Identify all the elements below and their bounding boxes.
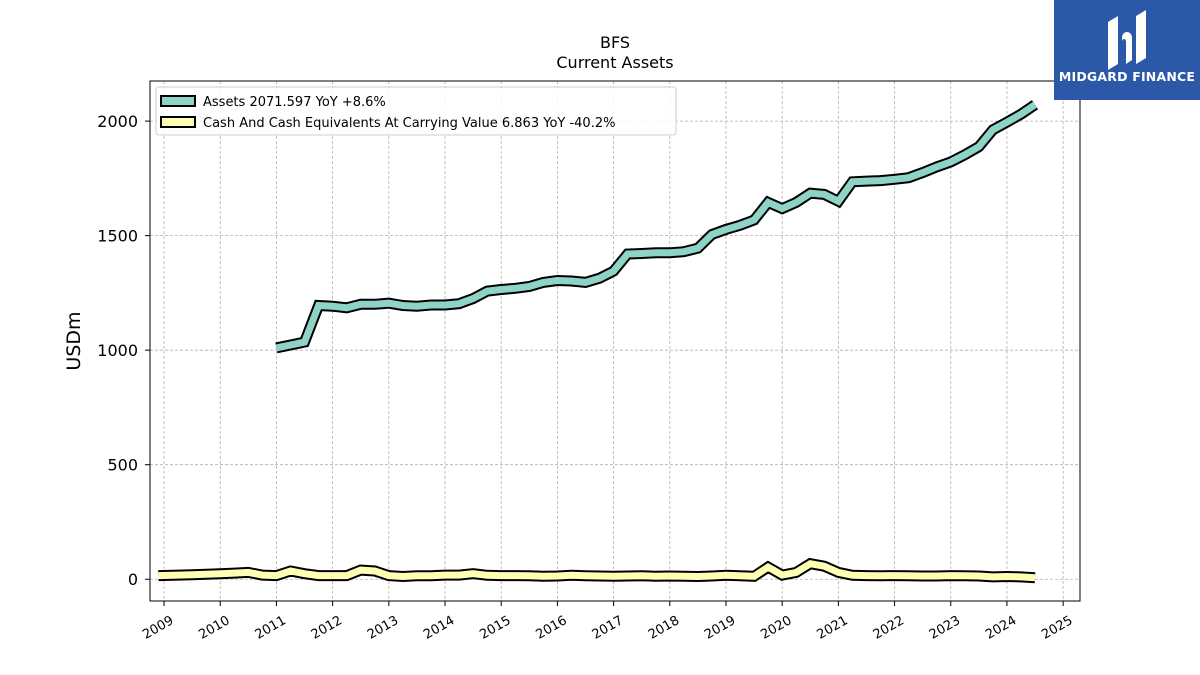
x-tick-label: 2014 xyxy=(421,613,457,643)
x-tick-label: 2016 xyxy=(534,613,570,643)
series-layer xyxy=(158,100,1039,584)
y-axis-label: USDm xyxy=(63,311,85,370)
legend-swatch-0 xyxy=(160,95,196,107)
y-tick-label: 500 xyxy=(107,456,138,475)
legend: Assets 2071.597 YoY +8.6% Cash And Cash E… xyxy=(155,86,677,136)
x-tick-label: 2025 xyxy=(1039,613,1075,643)
x-tick-label: 2021 xyxy=(815,613,851,643)
x-tick-label: 2011 xyxy=(253,613,289,643)
axis-ticks: 0 500 1000 1500 2000 2009 2010 2011 2012 2013 2014… xyxy=(97,112,1075,643)
plot-frame xyxy=(149,80,1081,602)
logo-wordmark: MIDGARD FINANCE xyxy=(1058,69,1196,84)
x-tick-label: 2022 xyxy=(871,613,907,643)
logo-mark-icon xyxy=(1108,10,1146,70)
series-outline-0 xyxy=(275,100,1039,354)
midgard-finance-logo: MIDGARD FINANCE xyxy=(1054,0,1200,100)
x-tick-label: 2017 xyxy=(590,613,626,643)
x-tick-label: 2010 xyxy=(196,613,232,643)
series-line-0 xyxy=(275,101,1037,352)
y-tick-label: 1500 xyxy=(97,227,138,246)
x-tick-label: 2015 xyxy=(477,613,513,643)
y-tick-label: 2000 xyxy=(97,112,138,131)
legend-label-0: Assets 2071.597 YoY +8.6% xyxy=(203,95,386,110)
chart-subtitle: Current Assets xyxy=(556,53,673,72)
legend-label-1: Cash And Cash Equivalents At Carrying Va… xyxy=(203,116,615,131)
x-tick-label: 2012 xyxy=(309,613,345,643)
y-tick-label: 0 xyxy=(128,570,138,589)
x-tick-label: 2013 xyxy=(365,613,401,643)
x-tick-label: 2019 xyxy=(702,613,738,643)
x-tick-label: 2018 xyxy=(646,613,682,643)
x-tick-label: 2009 xyxy=(140,613,176,643)
x-tick-label: 2023 xyxy=(927,613,963,643)
chart-title: BFS xyxy=(600,33,630,52)
legend-swatch-1 xyxy=(160,116,196,128)
x-tick-label: 2020 xyxy=(758,613,794,643)
x-tick-label: 2024 xyxy=(983,613,1019,643)
y-tick-label: 1000 xyxy=(97,341,138,360)
series-line-1 xyxy=(158,560,1036,582)
legend-box xyxy=(155,86,677,136)
